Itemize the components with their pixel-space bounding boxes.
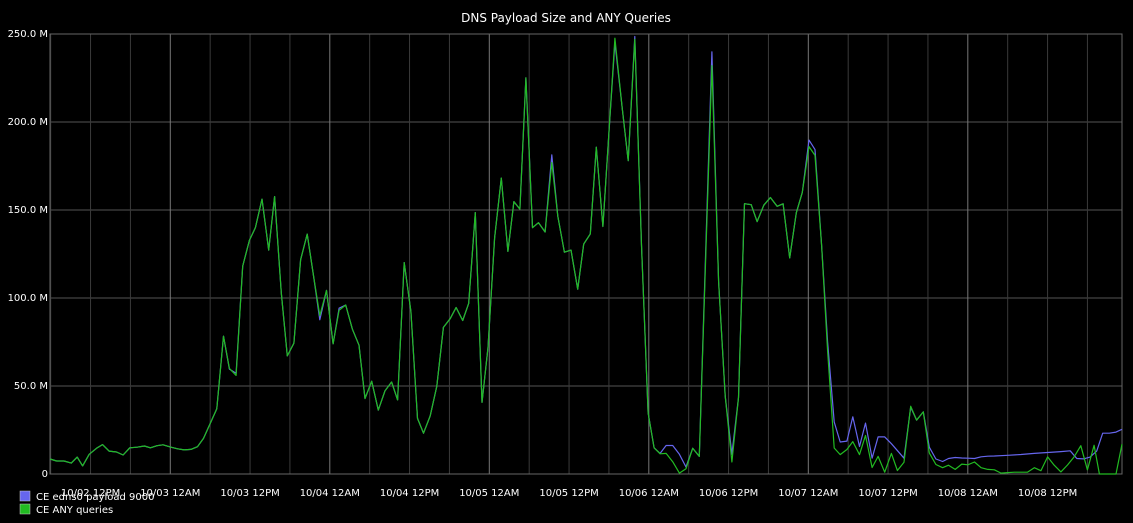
x-tick-label: 10/04 12AM (300, 488, 360, 499)
series-line-1 (50, 37, 1122, 468)
y-tick-label: 100.0 M (8, 293, 48, 304)
y-tick-label: 0 (42, 469, 48, 480)
series-line-2 (50, 38, 1122, 474)
x-tick-label: 10/05 12AM (459, 488, 519, 499)
y-tick-label: 150.0 M (8, 205, 48, 216)
x-tick-label: 10/03 12PM (220, 488, 279, 499)
legend-swatch (20, 491, 30, 501)
x-tick-label: 10/07 12PM (858, 488, 917, 499)
x-tick-label: 10/06 12AM (619, 488, 679, 499)
y-tick-label: 250.0 M (8, 29, 48, 40)
legend: CE edns0 payload 9000 CE ANY queries (20, 491, 154, 516)
x-tick-label: 10/08 12AM (938, 488, 998, 499)
series-lines (50, 37, 1122, 475)
legend-swatch (20, 504, 30, 514)
x-tick-label: 10/04 12PM (380, 488, 439, 499)
y-tick-label: 200.0 M (8, 117, 48, 128)
y-tick-label: 50.0 M (14, 381, 48, 392)
chart-title: DNS Payload Size and ANY Queries (461, 11, 671, 25)
gridlines (50, 34, 1122, 474)
x-axis-tick-labels: 10/02 12PM 10/03 12AM 10/03 12PM 10/04 12AM… (61, 488, 1077, 499)
x-tick-label: 10/08 12PM (1018, 488, 1077, 499)
x-tick-label: 10/07 12AM (778, 488, 838, 499)
y-axis-tick-labels: 0 50.0 M 100.0 M 150.0 M 200.0 M 250.0 M (8, 29, 48, 480)
legend-label: CE edns0 payload 9000 (36, 492, 154, 503)
x-tick-label: 10/06 12PM (699, 488, 758, 499)
plot-frame (50, 34, 1122, 474)
legend-label: CE ANY queries (36, 505, 113, 516)
x-tick-label: 10/05 12PM (539, 488, 598, 499)
